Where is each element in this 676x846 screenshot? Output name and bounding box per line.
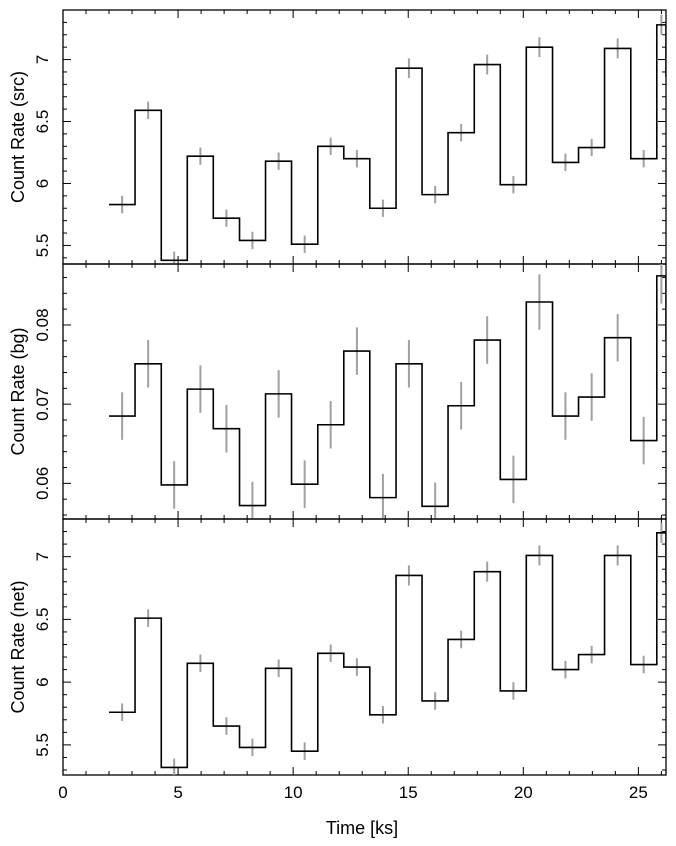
x-tick-label: 20 bbox=[514, 783, 533, 802]
plot-area bbox=[109, 264, 666, 519]
y-tick-label: 6.5 bbox=[33, 110, 52, 134]
step-series bbox=[109, 275, 666, 508]
y-tick-label: 0.07 bbox=[33, 388, 52, 421]
panel-frame bbox=[62, 518, 667, 776]
panel-frame bbox=[62, 9, 667, 265]
y-tick-label: 6.5 bbox=[33, 608, 52, 632]
y-axis-label: Count Rate (bg) bbox=[8, 327, 28, 455]
y-tick-label: 6 bbox=[33, 179, 52, 188]
step-series bbox=[109, 24, 666, 262]
x-tick-label: 10 bbox=[284, 783, 303, 802]
panel-2: 0.06 0.07 0.08 Count Rate (bg) bbox=[8, 263, 667, 520]
plot-area bbox=[109, 522, 666, 775]
y-tick-label: 5.5 bbox=[33, 733, 52, 757]
y-axis-label: Count Rate (net) bbox=[8, 580, 28, 713]
y-tick-label: 7 bbox=[33, 552, 52, 561]
x-tick-label: 25 bbox=[629, 783, 648, 802]
panel-1: 5.5 6 6.5 7 Count Rate (src) bbox=[8, 9, 667, 265]
x-axis-tick-labels: 0 5 10 15 20 25 bbox=[58, 783, 648, 802]
y-tick-label: 7 bbox=[33, 55, 52, 64]
plot-area bbox=[109, 14, 666, 264]
panel-frame bbox=[62, 263, 667, 520]
x-tick-label: 15 bbox=[399, 783, 418, 802]
step-series bbox=[109, 532, 666, 769]
y-tick-label: 5.5 bbox=[33, 234, 52, 258]
x-tick-label: 5 bbox=[173, 783, 182, 802]
y-tick-label: 0.08 bbox=[33, 308, 52, 341]
y-axis-label: Count Rate (src) bbox=[8, 71, 28, 203]
x-tick-label: 0 bbox=[58, 783, 67, 802]
y-tick-label: 0.06 bbox=[33, 467, 52, 500]
x-axis-label: Time [ks] bbox=[326, 818, 398, 838]
panels-group: 5.5 6 6.5 7 Count Rate (src) 0.06 0.07 0.08 Coun… bbox=[8, 9, 667, 776]
panel-3: 5.5 6 6.5 7 Count Rate (net) bbox=[8, 518, 667, 776]
y-tick-label: 6 bbox=[33, 677, 52, 686]
